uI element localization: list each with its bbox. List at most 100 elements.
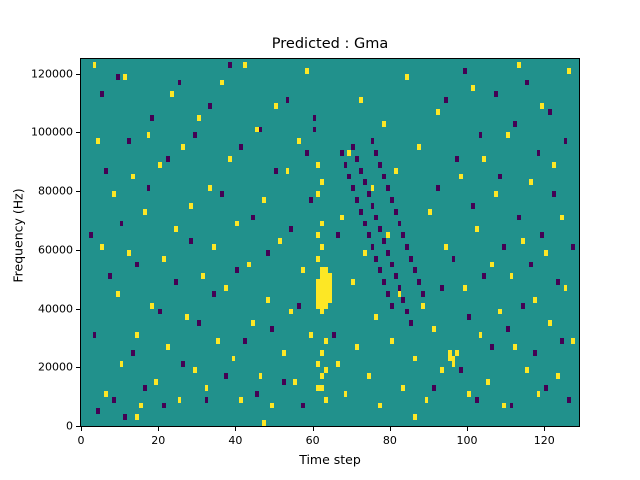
heatmap-cell (204, 384, 209, 391)
heatmap-cell (196, 114, 201, 121)
heatmap-cell (463, 67, 468, 74)
heatmap-cell (320, 373, 325, 380)
heatmap-cell (138, 402, 143, 409)
y-tick-label: 60000 (38, 243, 73, 257)
heatmap-cell (420, 302, 425, 309)
x-tick-mark (312, 427, 314, 431)
heatmap-cell (266, 249, 271, 256)
heatmap-cell (324, 285, 329, 291)
heatmap-cell (324, 273, 329, 280)
heatmap-cell (358, 167, 363, 174)
heatmap-cell (451, 361, 456, 368)
heatmap-cell (235, 267, 240, 274)
heatmap-cell (131, 349, 136, 356)
heatmap-cell (355, 155, 359, 162)
heatmap-cell (385, 185, 390, 192)
heatmap-cell (316, 302, 321, 309)
heatmap-cell (494, 91, 498, 98)
heatmap-cell (482, 273, 487, 280)
heatmap-cell (266, 296, 271, 303)
heatmap-cell (501, 243, 506, 250)
heatmap-cell (551, 191, 556, 197)
heatmap-cell (316, 296, 321, 303)
heatmap-cell (397, 285, 402, 291)
heatmap-cell (521, 302, 525, 309)
y-tick-label: 20000 (38, 360, 73, 374)
heatmap-cell (540, 103, 545, 109)
heatmap-cell (393, 208, 398, 215)
heatmap-cell (571, 243, 576, 250)
heatmap-cell (494, 191, 498, 197)
chart-title: Predicted : Gma (271, 36, 389, 52)
heatmap-cell (544, 384, 549, 391)
x-tick-label: 100 (456, 434, 478, 447)
heatmap-cell (127, 138, 132, 145)
heatmap-cell (370, 138, 375, 145)
heatmap-cell (324, 290, 329, 297)
heatmap-cell (555, 279, 560, 286)
heatmap-cell (88, 232, 93, 239)
heatmap-cell (196, 320, 201, 327)
y-tick-label: 120000 (31, 67, 73, 81)
heatmap-cell (308, 332, 313, 338)
heatmap-cell (119, 361, 124, 368)
heatmap-cell (366, 191, 371, 197)
heatmap-cell (258, 126, 263, 133)
heatmap-cell (467, 314, 471, 321)
heatmap-cell (347, 173, 352, 180)
heatmap-cell (154, 379, 159, 385)
heatmap-cell (104, 167, 109, 174)
heatmap-cell (219, 191, 224, 197)
heatmap-cell (497, 308, 502, 315)
x-tick-label: 40 (228, 434, 243, 447)
heatmap-cell (551, 161, 556, 168)
heatmap-cell (366, 373, 371, 380)
heatmap-cell (308, 197, 313, 203)
heatmap-cell (104, 390, 109, 397)
heatmap-cell (405, 243, 410, 250)
y-tick-mark (76, 426, 80, 427)
heatmap-cell (250, 214, 255, 221)
heatmap-cell (320, 179, 325, 186)
heatmap-cell (486, 379, 491, 385)
heatmap-cell (505, 132, 510, 139)
heatmap-cell (517, 61, 522, 68)
heatmap-cell (162, 255, 166, 262)
heatmap-cell (505, 326, 510, 333)
heatmap-cell (223, 373, 228, 380)
heatmap-cell (401, 296, 406, 303)
heatmap-cell (131, 173, 136, 180)
heatmap-cell (123, 73, 128, 80)
heatmap-cell (135, 332, 139, 338)
heatmap-cell (532, 349, 537, 356)
heatmap-cell (173, 226, 178, 233)
heatmap-cell (513, 120, 518, 127)
heatmap-cell (243, 61, 247, 68)
heatmap-cell (497, 173, 502, 180)
heatmap-cell (270, 402, 275, 409)
heatmap-cell (447, 349, 452, 356)
heatmap-cell (563, 285, 568, 291)
heatmap-cell (115, 290, 120, 297)
y-tick-label: 40000 (38, 302, 73, 316)
heatmap-cell (108, 273, 112, 280)
heatmap-cell (127, 249, 132, 256)
heatmap-cell (440, 367, 444, 374)
heatmap-cell (374, 255, 379, 262)
heatmap-cell (524, 367, 529, 374)
heatmap-cell (324, 296, 329, 303)
heatmap-cell (119, 220, 124, 227)
heatmap-cell (374, 214, 379, 221)
heatmap-cell (413, 267, 417, 274)
heatmap-cell (521, 238, 525, 244)
heatmap-cell (355, 197, 359, 203)
heatmap-cell (409, 255, 413, 262)
heatmap-cell (169, 91, 174, 98)
heatmap-cell (146, 185, 151, 192)
heatmap-cell (528, 261, 533, 268)
heatmap-cell (470, 202, 475, 209)
heatmap-cell (142, 384, 147, 391)
heatmap-cell (548, 108, 552, 115)
heatmap-cell (173, 279, 178, 286)
heatmap-cell (274, 167, 278, 174)
